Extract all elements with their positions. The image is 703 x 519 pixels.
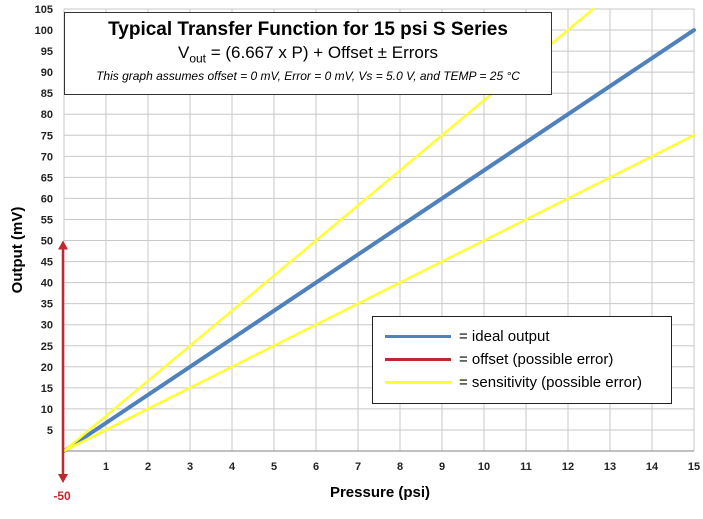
- offset-arrow: [58, 240, 68, 483]
- y-tick-label: 5: [47, 425, 53, 437]
- y-tick-label: 65: [41, 172, 53, 184]
- y-tick-label: 55: [41, 214, 53, 226]
- y-tick-label: 85: [41, 88, 53, 100]
- x-tick-label: 12: [562, 461, 574, 473]
- y-tick-label: 50: [41, 236, 53, 248]
- offset-arrow-head-up: [58, 240, 68, 250]
- x-tick-label: 10: [478, 461, 490, 473]
- transfer-formula: Vout = (6.667 x P) + Offset ± Errors: [65, 43, 551, 65]
- formula-prefix: V: [177, 43, 190, 62]
- y-tick-label: 25: [41, 341, 53, 353]
- x-tick-label: 8: [397, 461, 403, 473]
- legend-item-offset: = offset (possible error): [373, 348, 671, 371]
- x-tick-labels: 1 2 3 4 5 6 7 8 9 10 11 12 13 14 15: [103, 461, 700, 473]
- x-tick-label: 5: [271, 461, 277, 473]
- y-tick-label: 35: [41, 299, 53, 311]
- x-tick-label: 3: [187, 461, 193, 473]
- offset-arrow-head-down: [58, 474, 68, 483]
- x-axis-title: Pressure (psi): [330, 484, 430, 501]
- y-tick-label: 80: [41, 109, 53, 121]
- y-tick-label: 40: [41, 278, 53, 290]
- x-tick-label: 7: [355, 461, 361, 473]
- legend-label-offset: = offset (possible error): [459, 351, 614, 368]
- x-tick-label: 14: [646, 461, 659, 473]
- y-tick-label: 10: [41, 404, 53, 416]
- chart-assumption-note: This graph assumes offset = 0 mV, Error …: [96, 69, 520, 84]
- legend-label-ideal: = ideal output: [459, 328, 550, 345]
- x-tick-label: 1: [103, 461, 109, 473]
- formula-rest: = (6.667 x P) + Offset ± Errors: [206, 43, 439, 62]
- x-tick-label: 6: [313, 461, 319, 473]
- y-tick-label: 105: [35, 4, 53, 16]
- y-tick-label: 20: [41, 362, 53, 374]
- y-tick-label: 70: [41, 151, 53, 163]
- legend-swatch-ideal: [385, 335, 451, 338]
- y-tick-label: 45: [41, 257, 53, 269]
- x-tick-label: 4: [229, 461, 236, 473]
- y-tick-labels: 5 10 15 20 25 30 35 40 45 50 55 60 65 70 75 80 85 90 95 100…: [35, 4, 53, 437]
- y-tick-label: 90: [41, 67, 53, 79]
- formula-subscript: out: [189, 51, 207, 66]
- series-line: [62, 28, 696, 453]
- chart-title: Typical Transfer Function for 15 psi S S…: [108, 19, 508, 40]
- x-tick-label: 11: [520, 461, 532, 473]
- legend-item-sensitivity: = sensitivity (possible error): [373, 371, 671, 394]
- x-tick-label: 13: [604, 461, 616, 473]
- chart-legend: = ideal output = offset (possible error)…: [372, 316, 672, 404]
- x-tick-label: 9: [439, 461, 445, 473]
- y-axis-title: Output (mV): [9, 207, 26, 294]
- legend-item-ideal: = ideal output: [373, 325, 671, 348]
- y-tick-label: 75: [41, 130, 53, 142]
- y-tick-label: 95: [41, 46, 53, 58]
- chart-title-box: Typical Transfer Function for 15 psi S S…: [64, 12, 552, 95]
- legend-swatch-sensitivity: [385, 381, 451, 384]
- legend-swatch-offset: [385, 358, 451, 361]
- y-tick-label: 30: [41, 320, 53, 332]
- y-tick-label: 15: [41, 383, 53, 395]
- legend-label-sensitivity: = sensitivity (possible error): [459, 374, 642, 391]
- x-tick-label: 2: [145, 461, 151, 473]
- offset-min-label: -50: [53, 489, 71, 503]
- x-tick-label: 15: [688, 461, 700, 473]
- y-tick-label: 60: [41, 193, 53, 205]
- series-line: [62, 134, 696, 453]
- y-tick-label: 100: [35, 25, 53, 37]
